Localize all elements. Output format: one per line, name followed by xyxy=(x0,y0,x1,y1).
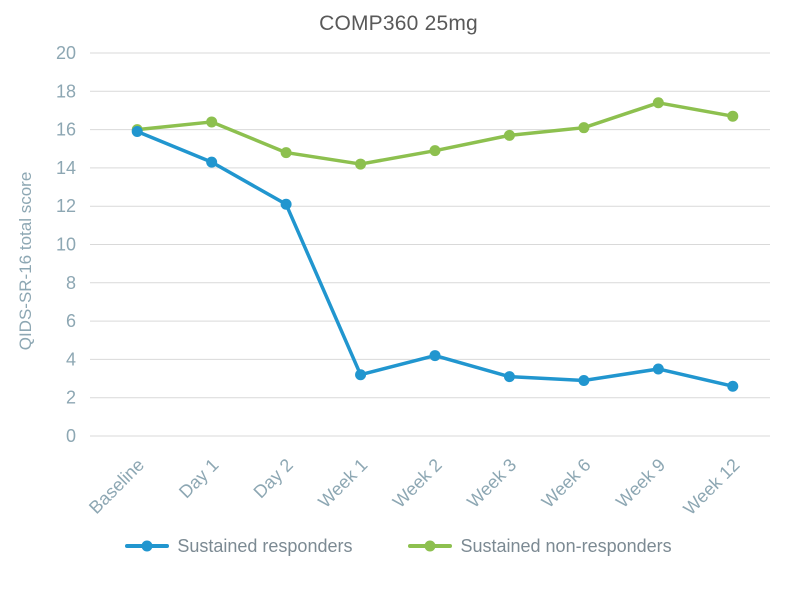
x-tick-label: Baseline xyxy=(85,455,148,518)
x-tick-label: Week 6 xyxy=(538,455,595,512)
data-point-sustained-non-responders xyxy=(280,147,292,159)
legend-label: Sustained non-responders xyxy=(460,535,672,556)
chart-legend: Sustained responders Sustained non-respon… xyxy=(0,521,797,571)
y-tick-label: 12 xyxy=(56,196,76,216)
data-point-sustained-responders xyxy=(652,363,664,375)
y-tick-label: 20 xyxy=(56,43,76,63)
legend-dot-icon xyxy=(424,540,436,552)
legend-dot-icon xyxy=(141,540,153,552)
legend-label: Sustained responders xyxy=(177,535,353,556)
series-line-sustained-responders xyxy=(135,129,735,388)
x-tick-label: Week 2 xyxy=(389,455,446,512)
legend-line-marker-icon xyxy=(408,540,453,552)
data-point-sustained-responders xyxy=(131,126,143,138)
x-tick-label: Day 2 xyxy=(250,455,297,502)
chart-title: COMP360 25mg xyxy=(319,12,478,35)
y-axis-title: QIDS-SR-16 total score xyxy=(16,171,35,351)
data-point-sustained-responders xyxy=(578,374,590,386)
data-point-sustained-responders xyxy=(355,369,367,381)
data-point-sustained-responders xyxy=(429,350,441,362)
y-tick-label: 8 xyxy=(66,273,76,293)
data-point-sustained-non-responders xyxy=(206,116,218,128)
data-point-sustained-non-responders xyxy=(503,129,515,141)
data-point-sustained-responders xyxy=(727,380,739,392)
y-tick-label: 18 xyxy=(56,81,76,101)
y-tick-label: 10 xyxy=(56,235,76,255)
legend-item: Sustained responders xyxy=(125,536,352,557)
data-point-sustained-responders xyxy=(503,371,515,383)
y-tick-label: 0 xyxy=(66,426,76,446)
x-tick-label: Week 3 xyxy=(463,455,520,512)
x-tick-label: Week 1 xyxy=(314,455,371,512)
plot-area: QIDS-SR-16 total score 0 2 4 6 8 10 12 14 16 18 20… xyxy=(0,36,797,521)
y-tick-label: 4 xyxy=(66,349,76,369)
data-point-sustained-responders xyxy=(280,198,292,210)
data-point-sustained-non-responders xyxy=(355,158,367,170)
legend-item: Sustained non-responders xyxy=(408,535,672,557)
y-tick-label: 16 xyxy=(56,120,76,140)
y-tick-label: 6 xyxy=(66,311,76,331)
x-tick-label: Week 9 xyxy=(612,455,669,512)
x-tick-label: Week 12 xyxy=(679,455,743,519)
y-tick-label: 14 xyxy=(56,158,76,178)
data-point-sustained-non-responders xyxy=(652,97,664,109)
y-tick-label: 2 xyxy=(66,388,76,408)
x-tick-label: Day 1 xyxy=(175,455,222,502)
data-point-sustained-responders xyxy=(206,156,218,168)
data-point-sustained-non-responders xyxy=(727,110,739,122)
chart-svg: 0 2 4 6 8 10 12 14 16 18 20 Baseline Day 1 Day 2 Week … xyxy=(56,43,770,519)
data-point-sustained-non-responders xyxy=(429,145,441,157)
data-point-sustained-non-responders xyxy=(578,122,590,134)
legend-line-marker-icon xyxy=(125,540,170,552)
